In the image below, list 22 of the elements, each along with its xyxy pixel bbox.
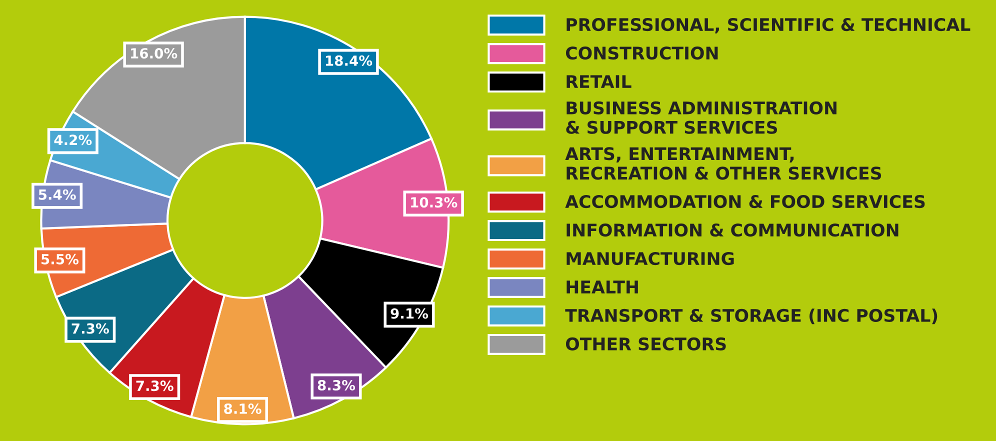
legend-label: CONSTRUCTION — [566, 46, 718, 60]
data-label: 8.1% — [224, 403, 262, 414]
legend-label: ACCOMMODATION & FOOD SERVICES — [565, 195, 925, 208]
data-label: 4.2% — [54, 134, 92, 146]
legend-label: BUSINESS ADMINISTRATION & SUPPORT SERVICES — [566, 101, 836, 134]
legend-label: INFORMATION & COMMUNICATION — [566, 223, 898, 237]
legend-label: RETAIL — [566, 75, 632, 88]
data-label: 5.5% — [42, 254, 79, 264]
legend-label: PROFESSIONAL, SCIENTIFIC & TECHNICAL — [566, 18, 970, 34]
legend-label: MANUFACTURING — [566, 252, 734, 266]
legend-label: TRANSPORT & STORAGE (INC POSTAL) — [565, 308, 938, 324]
legend-label: HEALTH — [566, 280, 638, 294]
data-label: 7.3% — [136, 380, 174, 392]
legend-label: OTHER SECTORS — [566, 337, 726, 351]
legend-label: ARTS, ENTERTAINMENT, RECREATION & OTHER SERVICES — [565, 147, 882, 180]
data-label: 7.3% — [72, 323, 109, 334]
data-label: 18.4% — [326, 55, 372, 66]
data-label: 8.3% — [318, 380, 356, 390]
data-label: 5.4% — [38, 189, 76, 200]
data-label: 9.1% — [390, 308, 428, 319]
data-label: 16.0% — [131, 48, 178, 59]
data-label: 10.3% — [411, 197, 458, 208]
